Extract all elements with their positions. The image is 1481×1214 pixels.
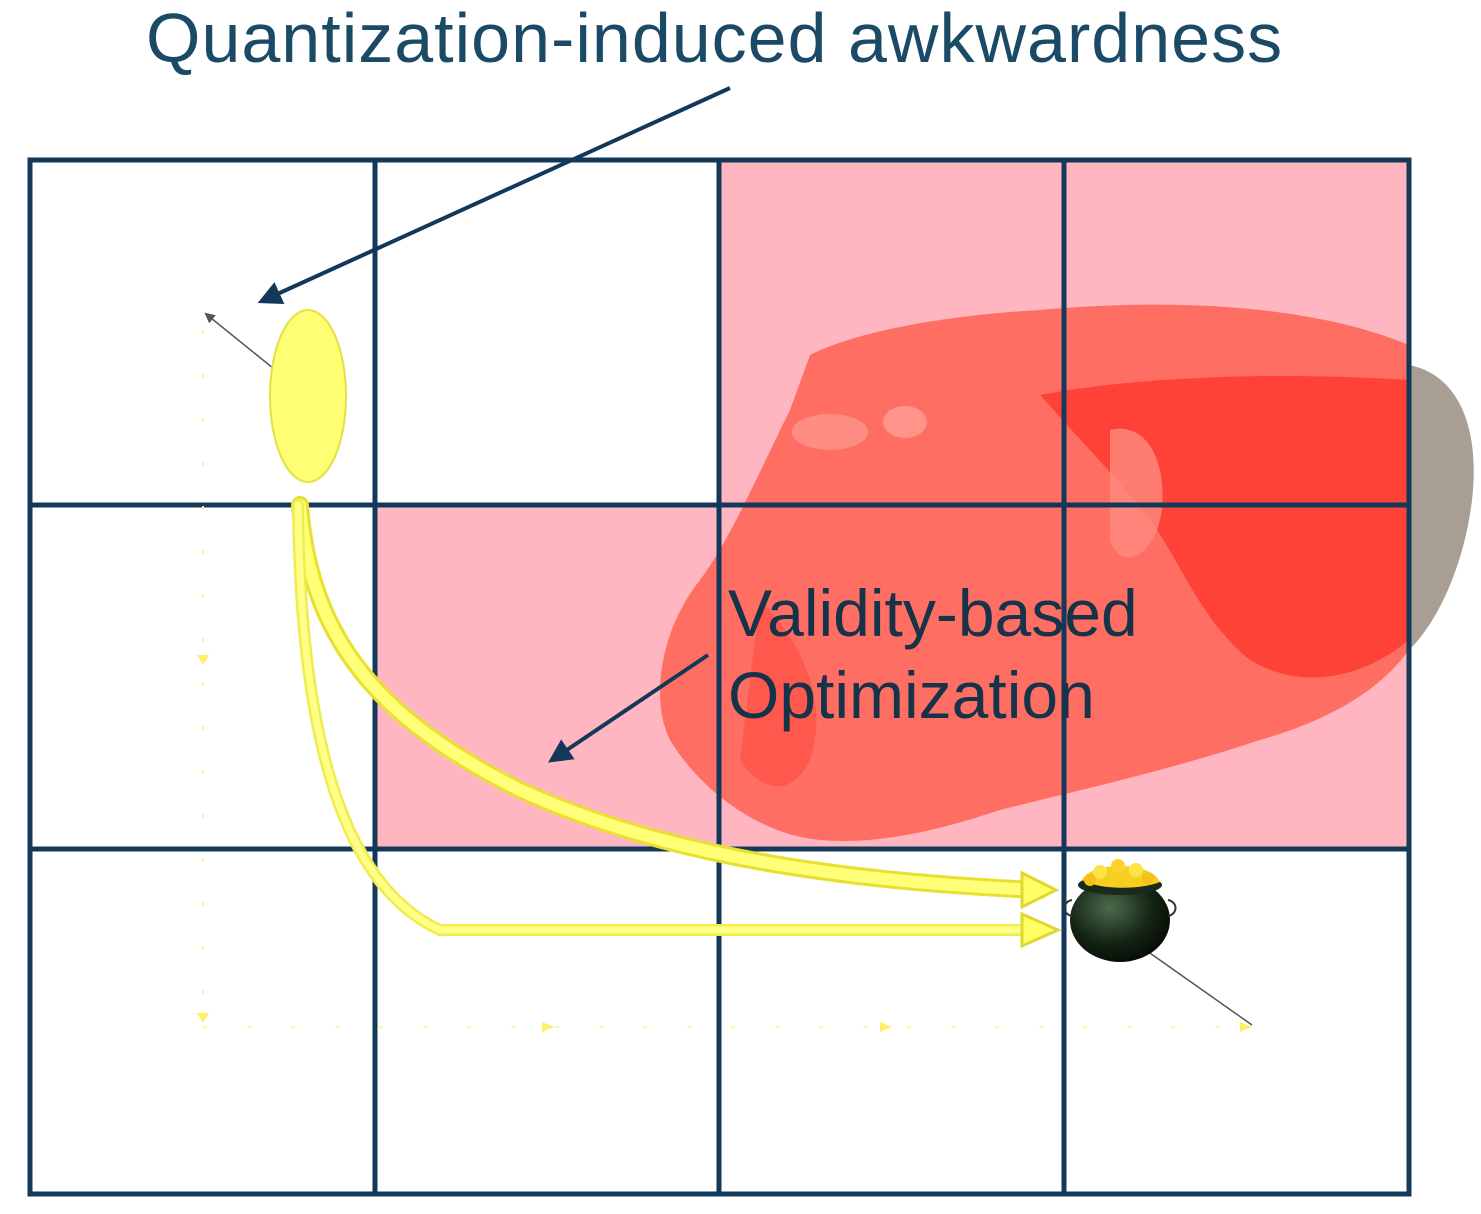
validity-label: Validity-based Optimization [728,572,1138,736]
faint-arrowheads [197,655,1252,1032]
yellow-paths [291,496,1049,936]
validity-label-line2: Optimization [728,658,1095,732]
gold-pot-icon [1063,859,1177,962]
validity-arrow [548,653,710,763]
start-ellipse-icon [269,309,347,483]
blob-shadow [1409,365,1474,650]
yellow-arrowheads [1020,870,1062,949]
grid [27,157,1412,1197]
title-text: Quantization-induced awkwardness [146,0,1284,77]
infeasible-blob [660,304,1409,841]
validity-label-line1: Validity-based [728,576,1138,650]
awkwardness-arrow [257,86,731,304]
